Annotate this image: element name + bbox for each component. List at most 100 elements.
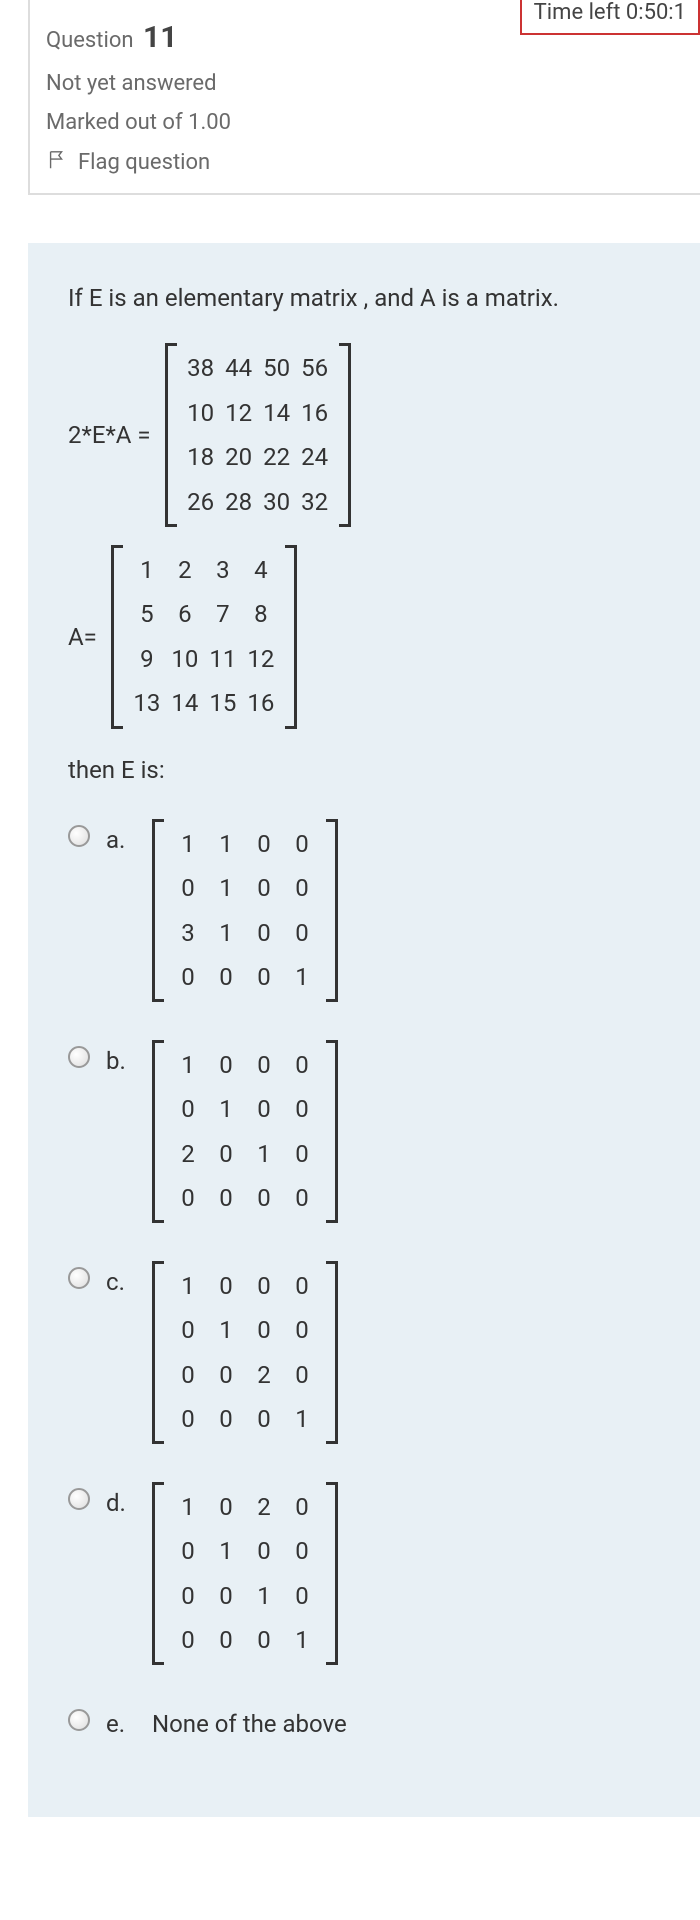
matrix-cell: 1 [288, 958, 316, 996]
matrix-cell: 0 [212, 1356, 240, 1394]
then-text: then E is: [68, 751, 672, 789]
matrix-cell: 16 [247, 684, 275, 722]
matrix-cell: 0 [288, 1267, 316, 1305]
matrix-cell: 0 [288, 869, 316, 907]
timer-text: Time left 0:50:1 [534, 0, 686, 25]
option-label: b. [106, 1040, 136, 1080]
matrix-cell: 1 [133, 551, 161, 589]
matrix-cell: 2 [250, 1356, 278, 1394]
matrix-cell: 1 [212, 1311, 240, 1349]
equation-2: A= 12345678910111213141516 [68, 545, 672, 729]
matrix-cell: 11 [209, 640, 237, 678]
intro-text: If E is an elementary matrix , and A is … [68, 279, 672, 317]
matrix-cell: 1 [174, 1488, 202, 1526]
matrix-cell: 28 [225, 483, 253, 521]
matrix-cell: 1 [174, 825, 202, 863]
flag-text: Flag question [78, 150, 210, 175]
matrix-cell: 0 [174, 1621, 202, 1659]
equation-1: 2*E*A = 38445056101214161820222426283032 [68, 343, 672, 527]
matrix-cell: 0 [250, 958, 278, 996]
matrix-cell: 20 [225, 438, 253, 476]
option-label: a. [106, 819, 136, 859]
option-row: d.1020010000100001 [68, 1482, 672, 1677]
option-row: c.1000010000200001 [68, 1261, 672, 1456]
matrix-cell: 1 [174, 1267, 202, 1305]
matrix-cell: 0 [288, 1090, 316, 1128]
matrix-cell: 5 [133, 595, 161, 633]
option-radio[interactable] [68, 825, 90, 847]
matrix-cell: 16 [301, 394, 329, 432]
eq1-matrix: 38445056101214161820222426283032 [165, 343, 351, 527]
matrix-cell: 6 [171, 595, 199, 633]
matrix-cell: 0 [288, 1577, 316, 1615]
option-radio[interactable] [68, 1267, 90, 1289]
matrix-cell: 0 [174, 1400, 202, 1438]
matrix-cell: 0 [250, 825, 278, 863]
matrix-cell: 22 [263, 438, 291, 476]
option-text: None of the above [152, 1703, 672, 1743]
option-label: d. [106, 1482, 136, 1522]
matrix-cell: 0 [250, 869, 278, 907]
matrix-cell: 0 [288, 1179, 316, 1217]
matrix-cell: 1 [288, 1400, 316, 1438]
matrix-cell: 0 [288, 1311, 316, 1349]
question-label: Question [46, 28, 134, 53]
matrix-cell: 1 [212, 1090, 240, 1128]
matrix-cell: 2 [174, 1135, 202, 1173]
matrix-cell: 12 [225, 394, 253, 432]
option-label: e. [106, 1703, 136, 1743]
matrix-cell: 0 [174, 1356, 202, 1394]
matrix-cell: 0 [250, 1090, 278, 1128]
option-radio[interactable] [68, 1046, 90, 1068]
matrix-cell: 0 [212, 1046, 240, 1084]
matrix-cell: 1 [250, 1577, 278, 1615]
matrix-cell: 1 [250, 1135, 278, 1173]
matrix-cell: 0 [288, 825, 316, 863]
matrix-cell: 0 [174, 869, 202, 907]
matrix-cell: 0 [212, 1179, 240, 1217]
matrix-cell: 10 [187, 394, 215, 432]
matrix-cell: 10 [171, 640, 199, 678]
matrix-cell: 0 [212, 1621, 240, 1659]
matrix-cell: 38 [187, 349, 215, 387]
flag-question-link[interactable]: Flag question [46, 149, 684, 175]
matrix-cell: 0 [288, 914, 316, 952]
matrix-cell: 13 [133, 684, 161, 722]
matrix-cell: 0 [174, 1090, 202, 1128]
option-body: 1100010031000001 [152, 819, 672, 1014]
matrix-cell: 26 [187, 483, 215, 521]
matrix-cell: 14 [263, 394, 291, 432]
matrix-cell: 7 [209, 595, 237, 633]
question-content: If E is an elementary matrix , and A is … [28, 243, 700, 1817]
matrix-cell: 0 [250, 1046, 278, 1084]
matrix-cell: 12 [247, 640, 275, 678]
matrix-cell: 1 [288, 1621, 316, 1659]
question-status: Not yet answered [46, 71, 684, 96]
matrix-cell: 0 [174, 1179, 202, 1217]
eq2-lhs: A= [68, 618, 97, 656]
matrix-cell: 0 [288, 1356, 316, 1394]
option-radio[interactable] [68, 1488, 90, 1510]
option-body: 1000010020100000 [152, 1040, 672, 1235]
matrix-cell: 0 [250, 1621, 278, 1659]
matrix-cell: 0 [212, 1400, 240, 1438]
matrix-cell: 1 [212, 914, 240, 952]
matrix-cell: 0 [212, 958, 240, 996]
option-radio[interactable] [68, 1709, 90, 1731]
options-list: a.1100010031000001b.1000010020100000c.10… [68, 819, 672, 1743]
matrix-cell: 0 [250, 1400, 278, 1438]
matrix-cell: 0 [174, 1311, 202, 1349]
matrix-cell: 1 [212, 1532, 240, 1570]
matrix-cell: 0 [212, 1135, 240, 1173]
matrix-cell: 44 [225, 349, 253, 387]
matrix-cell: 3 [209, 551, 237, 589]
matrix-cell: 0 [174, 958, 202, 996]
option-row: e. None of the above [68, 1703, 672, 1743]
matrix-cell: 3 [174, 914, 202, 952]
matrix-cell: 9 [133, 640, 161, 678]
question-number: 11 [143, 20, 177, 55]
matrix-cell: 0 [250, 1267, 278, 1305]
matrix-cell: 0 [212, 1267, 240, 1305]
matrix-cell: 0 [174, 1532, 202, 1570]
matrix-cell: 14 [171, 684, 199, 722]
